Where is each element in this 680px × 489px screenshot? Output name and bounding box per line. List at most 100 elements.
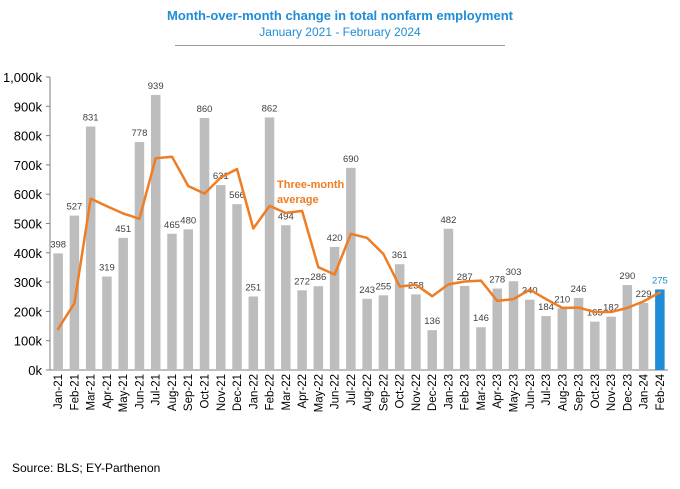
bar (427, 330, 437, 370)
bar (297, 290, 307, 370)
x-tick-label: Jun-21 (134, 374, 146, 409)
bar-value-label: 451 (115, 224, 131, 235)
bar-value-label: 527 (66, 202, 82, 213)
bar-value-label: 482 (441, 215, 457, 226)
x-tick-label: Apr-21 (102, 374, 114, 409)
bar-value-label: 361 (392, 250, 408, 261)
bar (281, 225, 291, 370)
bar (573, 297, 584, 370)
bar (443, 228, 454, 370)
y-tick-label: 800k (14, 129, 43, 144)
x-tick-label: Jan-23 (443, 374, 455, 409)
bar-value-label: 287 (457, 272, 473, 283)
bar (606, 316, 616, 370)
bar (313, 286, 324, 370)
x-tick-label: Aug-22 (362, 374, 374, 411)
y-tick-label: 0k (28, 363, 42, 378)
x-tick-label: Mar-22 (281, 374, 293, 410)
x-tick-label: Sep-21 (183, 374, 195, 411)
x-tick-label: Aug-23 (557, 374, 569, 411)
bar (150, 94, 161, 371)
bar-value-label: 136 (424, 316, 440, 327)
x-tick-label: Dec-21 (232, 374, 244, 411)
x-tick-label: May-21 (118, 374, 130, 412)
three-month-average-annotation: Three-month average (277, 179, 345, 206)
bar-value-label: 494 (278, 211, 294, 222)
bar (638, 302, 649, 370)
bar-value-label: 303 (506, 267, 522, 278)
bar-value-label: 275 (652, 275, 668, 286)
bar-value-label: 278 (489, 275, 505, 286)
bar (264, 117, 275, 371)
x-tick-label: Sep-23 (574, 374, 586, 411)
bar-value-label: 246 (571, 284, 587, 295)
x-tick-label: Aug-21 (167, 374, 179, 411)
bar-value-label: 210 (554, 294, 570, 305)
bar (167, 233, 177, 370)
x-tick-label: Jan-24 (639, 373, 651, 409)
bar (199, 118, 210, 371)
y-tick-label: 1,000k (3, 70, 43, 85)
bar-value-label: 862 (262, 103, 278, 114)
bar (346, 167, 356, 370)
bar-value-label: 240 (522, 286, 538, 297)
x-tick-label: May-22 (313, 374, 325, 412)
x-tick-label: Apr-23 (492, 374, 504, 409)
bar-value-label: 251 (245, 282, 261, 293)
bar (394, 264, 405, 370)
y-tick-label: 100k (14, 334, 43, 349)
bar-value-label: 184 (538, 302, 554, 313)
bar (476, 327, 486, 370)
bar (655, 289, 665, 370)
x-tick-label: Jul-22 (346, 374, 358, 405)
bar (622, 285, 633, 370)
bar (329, 246, 340, 370)
y-tick-label: 700k (14, 158, 43, 173)
bar-value-label: 420 (327, 233, 343, 244)
bar (557, 308, 568, 370)
bar (69, 215, 80, 370)
x-tick-label: Apr-22 (297, 374, 309, 409)
x-tick-label: Jul-23 (541, 374, 553, 405)
bar (216, 185, 226, 370)
bar-value-label: 831 (83, 113, 99, 124)
bar-value-label: 939 (148, 81, 164, 92)
y-tick-label: 200k (14, 304, 43, 319)
x-tick-label: Oct-21 (200, 374, 212, 409)
bar-value-label: 465 (164, 220, 180, 231)
bar (411, 294, 421, 370)
x-tick-label: Jun-23 (525, 374, 537, 409)
bar (378, 295, 389, 370)
x-tick-label: May-23 (509, 374, 521, 412)
bar (541, 316, 551, 370)
bar-series (53, 94, 665, 371)
bar-value-label: 255 (375, 281, 391, 292)
x-tick-label: Dec-22 (427, 374, 439, 411)
three-month-average-series (56, 155, 662, 331)
bar (118, 237, 128, 370)
x-tick-label: Sep-22 (378, 374, 390, 411)
x-tick-label: Feb-24 (655, 373, 667, 410)
bar (459, 285, 470, 370)
bar (492, 288, 502, 370)
x-tick-label: Jun-22 (330, 374, 342, 409)
bar-value-label: 566 (229, 190, 245, 201)
bar (362, 298, 372, 370)
x-tick-label: Mar-21 (86, 374, 98, 410)
x-tick-label: Dec-23 (622, 374, 634, 411)
x-tick-label: Feb-23 (460, 374, 472, 410)
bar (232, 204, 242, 370)
x-tick-label: Jan-21 (53, 374, 65, 409)
bar-value-label: 319 (99, 263, 115, 274)
chart-title: Month-over-month change in total nonfarm… (167, 8, 513, 23)
bar (53, 253, 63, 370)
x-tick-label: Feb-21 (69, 374, 81, 410)
x-tick-label: Oct-22 (395, 374, 407, 409)
bar-value-label: 480 (180, 215, 196, 226)
bar (525, 299, 535, 370)
bar-value-label: 690 (343, 154, 359, 165)
annotation-line: Three-month (277, 179, 345, 191)
x-tick-label: Nov-22 (411, 374, 423, 411)
bar-value-label: 229 (636, 289, 652, 300)
